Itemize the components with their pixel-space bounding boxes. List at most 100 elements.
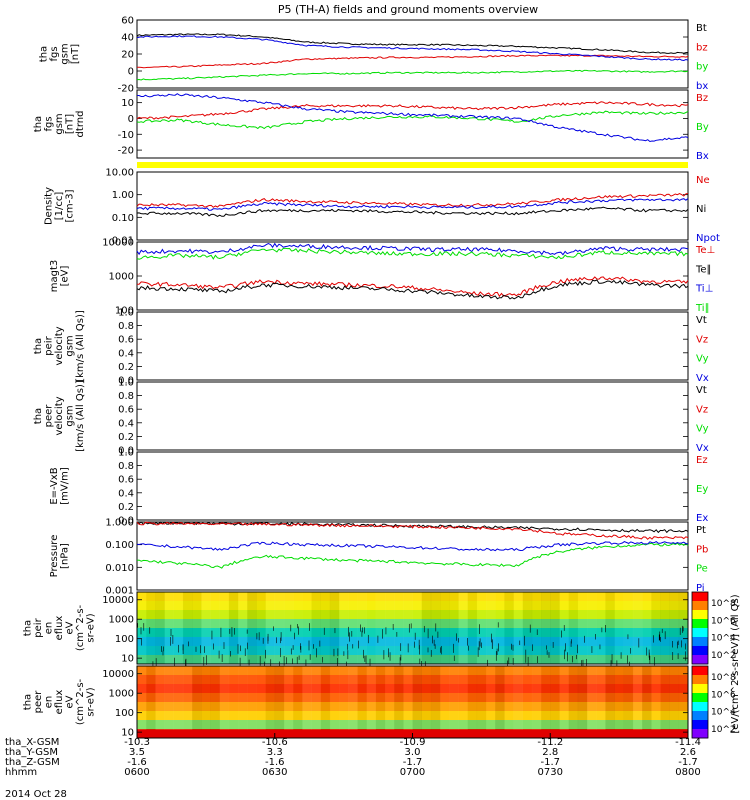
fgs-gsm-ylabel-line: fgs <box>49 46 60 61</box>
pressure-ylabel: Pressure [nPa] <box>49 535 71 578</box>
x-axis: tha_X-GSMtha_Y-GSMtha_Z-GSMhhmm-10.33.5-… <box>5 733 701 778</box>
peer-spectrogram-ylabel-line: eV <box>65 695 76 708</box>
peir-spectrogram-strip <box>651 592 661 664</box>
moments-temperature-ytick-label: 100 <box>115 306 134 317</box>
peer-velocity-ylabel-line: [km/s (All Qs)] <box>75 380 86 452</box>
peir-spectrogram-strip <box>412 592 422 664</box>
fgs-gsm-frame <box>136 19 689 89</box>
moments-temperature-series-te⊥ <box>137 276 689 298</box>
fgs-gsm-detrended-ylabel-line: tha <box>33 116 44 132</box>
fgs-gsm-ylabel-line: gsm <box>59 43 70 64</box>
xaxis-tick-hhmm: 0800 <box>675 767 700 778</box>
density-series-npot <box>136 198 689 211</box>
moments-temperature-ytick-label: 10000 <box>102 238 134 249</box>
peir-spectrogram-strip <box>348 592 358 664</box>
moments-temperature-legend-ti⊥: Ti⊥ <box>695 284 713 295</box>
peer-spectrogram-strip <box>541 666 551 738</box>
peer-spectrogram-strip <box>256 666 266 738</box>
peir-spectrogram-strip <box>513 592 523 664</box>
peer-spectrogram-strip <box>449 666 459 738</box>
peer-velocity-legend-vy: Vy <box>696 424 709 435</box>
density-legend-npot: Npot <box>696 233 720 244</box>
peer-spectrogram-strip <box>219 666 230 738</box>
peer-spectrogram-colorbar-cell <box>692 729 708 739</box>
peir-spectrogram-ytick-label: 100 <box>115 634 134 645</box>
density-ylabel-line: [1/cc] <box>54 192 65 221</box>
peir-spectrogram-strip <box>137 592 147 664</box>
peer-spectrogram-strip <box>412 666 422 738</box>
peir-spectrogram-ytick-label: 10000 <box>102 595 134 606</box>
peer-spectrogram-heatmap <box>137 666 689 739</box>
peir-spectrogram-strip <box>485 592 496 664</box>
peer-spectrogram-band <box>137 666 688 676</box>
peer-spectrogram-strip <box>605 666 615 738</box>
pressure-series-pb <box>136 521 689 540</box>
peer-velocity-ytick-label: 0.8 <box>118 391 134 402</box>
fgs-gsm-ylabel-line: tha <box>38 46 49 62</box>
peir-velocity-ytick-label: 0.4 <box>118 348 134 359</box>
pressure-ylabel-line: [nPa] <box>59 543 70 569</box>
peer-spectrogram-colorbar-cell <box>692 675 708 685</box>
peir-spectrogram-strip <box>283 592 294 664</box>
peer-spectrogram-strip <box>247 666 257 738</box>
peer-spectrogram-strip <box>550 666 560 738</box>
peer-spectrogram-colorbar-cell <box>692 702 708 712</box>
peer-spectrogram-colorbar: 10^8 10^6 10^4 10^2 <box>691 665 736 739</box>
peir-spectrogram-ylabel-line: eflux <box>54 616 65 641</box>
xaxis-tick-y: 3.3 <box>267 747 283 758</box>
peer-spectrogram-strip <box>164 666 175 738</box>
peir-spectrogram-ylabel-line: peir <box>33 617 44 637</box>
peir-spectrogram-colorbar-tick: 10^6 <box>711 616 736 626</box>
e-field-legend-ex: Ex <box>696 513 708 524</box>
peer-spectrogram-strip <box>238 666 248 738</box>
fgs-gsm-detrended-legend-bz: Bz <box>696 93 708 104</box>
fgs-gsm-ytick-label: 0 <box>128 67 134 78</box>
peir-spectrogram-strip <box>375 592 386 664</box>
peer-spectrogram-strip <box>265 666 276 738</box>
density-ytick-label: 1.00 <box>112 190 134 201</box>
peer-spectrogram-strip <box>201 666 211 738</box>
peer-spectrogram-colorbar-frame <box>691 665 709 739</box>
e-field-ytick-label: 0.0 <box>118 516 134 527</box>
peer-spectrogram-strip <box>329 666 340 738</box>
peir-spectrogram-ytick-label: 10 <box>121 654 134 665</box>
peer-spectrogram-strip <box>430 666 441 738</box>
peir-spectrogram-strip <box>632 592 643 664</box>
peer-spectrogram-strip <box>577 666 588 738</box>
peer-spectrogram-strip <box>293 666 303 738</box>
peer-spectrogram-strip <box>228 666 239 738</box>
peer-spectrogram-strip <box>375 666 386 738</box>
peir-velocity-ylabel-line: velocity <box>54 326 65 365</box>
xaxis-tick-hhmm: 0630 <box>262 767 287 778</box>
peer-velocity-frame <box>136 381 689 451</box>
xaxis-tick-hhmm: 0700 <box>400 767 425 778</box>
peer-spectrogram-strip <box>155 666 165 738</box>
peer-spectrogram-strip <box>339 666 349 738</box>
moments-temperature-series-te∥ <box>136 279 689 300</box>
peer-spectrogram-colorbar-cell <box>692 711 708 721</box>
peer-spectrogram-strip <box>210 666 220 738</box>
xaxis-tick-x: -11.2 <box>537 737 563 748</box>
peer-velocity-ylabel-line: peer <box>44 404 55 428</box>
peir-spectrogram-strip <box>596 592 606 664</box>
fgs-gsm-ytick-label: 40 <box>121 33 134 44</box>
peer-spectrogram-band <box>137 693 688 703</box>
peir-spectrogram-heatmap <box>137 592 689 671</box>
e-field-frame <box>136 451 689 521</box>
peir-spectrogram-colorbar-cell <box>692 619 708 629</box>
peir-spectrogram-strip <box>550 592 560 664</box>
peir-spectrogram-strip <box>339 592 349 664</box>
peer-spectrogram-ytick-label: 10 <box>121 728 134 739</box>
e-field-panel: 1.0 0.8 0.6 0.4 0.2 0.0 E=-VxB [mV/m] Ez Ey Ex <box>49 448 709 527</box>
peir-spectrogram-strip <box>384 592 395 664</box>
peir-spectrogram-band <box>137 628 688 638</box>
peer-spectrogram-colorbar-cell <box>692 666 708 676</box>
peir-velocity-ylabel-line: [km/s (All Qs)] <box>75 310 86 382</box>
peir-spectrogram-ylabel-line: sr-eV) <box>86 613 97 642</box>
peir-spectrogram-ylabel-line: eV <box>65 621 76 634</box>
peer-spectrogram-band <box>137 702 688 712</box>
peer-spectrogram-strip <box>504 666 514 738</box>
peer-spectrogram-band <box>137 675 688 685</box>
fgs-gsm-series-by <box>136 69 689 81</box>
peer-spectrogram-strip <box>283 666 294 738</box>
